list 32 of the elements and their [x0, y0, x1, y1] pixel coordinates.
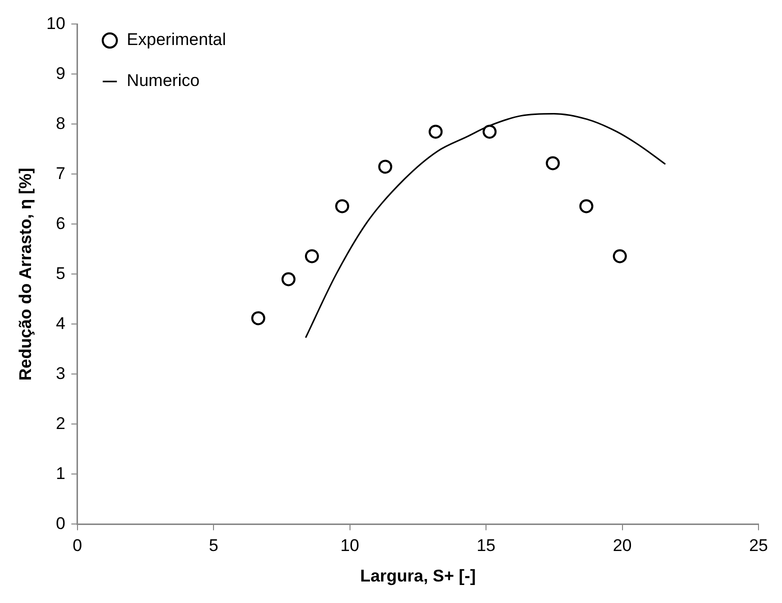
- x-tick-label: 25: [749, 536, 768, 556]
- y-tick-label: 4: [56, 314, 66, 333]
- y-tick-label: 2: [56, 414, 66, 433]
- x-axis-title: Largura, S+ [-]: [360, 566, 476, 586]
- y-tick-label: 1: [56, 464, 66, 483]
- point: [335, 199, 350, 214]
- point: [428, 124, 443, 139]
- point: [378, 160, 392, 174]
- point: [482, 124, 497, 139]
- line-series: [304, 112, 666, 338]
- y-tick-label: 6: [56, 214, 66, 233]
- point: [281, 272, 296, 286]
- y-tick-label: 9: [56, 64, 66, 83]
- point: [579, 199, 594, 214]
- x-tick-label: 5: [208, 536, 218, 556]
- y-tick-label: 8: [56, 114, 66, 133]
- y-tick-label: 5: [56, 264, 66, 283]
- y-tick-label: 10: [46, 14, 66, 33]
- x-tick-label: 20: [612, 536, 632, 556]
- y-tick-label: 7: [56, 164, 66, 183]
- y-axis-title: Redução do Arrasto, η [%]: [16, 168, 35, 381]
- x-tick-label: 0: [72, 536, 82, 556]
- point: [546, 156, 560, 170]
- point: [251, 311, 266, 326]
- legend-label: Experimental: [126, 30, 226, 50]
- x-tick-label: 10: [340, 536, 360, 556]
- legend-label: Numerico: [126, 71, 200, 90]
- point: [612, 249, 627, 264]
- point: [304, 249, 319, 264]
- y-tick-label: 0: [56, 514, 66, 533]
- x-tick-label: 15: [476, 536, 496, 556]
- y-tick-label: 3: [56, 364, 66, 383]
